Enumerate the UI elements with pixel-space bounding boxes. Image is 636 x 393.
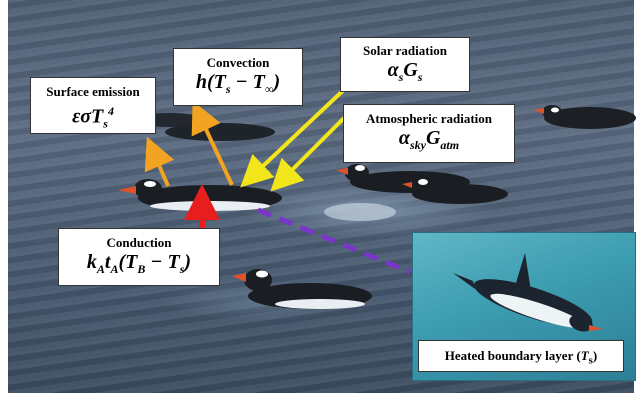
inset-label-text: Heated boundary layer ( (444, 348, 581, 363)
atmospheric-radiation-title: Atmospheric radiation (365, 111, 493, 126)
conduction-box: Conduction kAtA(TB − Ts) (58, 228, 220, 286)
convection-formula-sub2: ∞ (264, 82, 274, 96)
solar-formula-alpha-sub: s (398, 70, 404, 84)
cond-formula-sub2: s (179, 262, 185, 276)
atm-formula-g: G (425, 127, 441, 149)
solar-radiation-title: Solar radiation (363, 43, 447, 58)
water-splash (324, 203, 396, 221)
diving-penguin-illustration (453, 253, 603, 332)
emission-arrow (144, 136, 175, 187)
cond-formula-sub1: B (137, 262, 146, 276)
cond-formula-rest: (T (118, 251, 138, 273)
atmospheric-radiation-box: Atmospheric radiation αskyGatm (343, 104, 515, 163)
surface-emission-formula-sup: 4 (107, 104, 114, 118)
cond-formula-mid: − T (145, 251, 180, 273)
conduction-formula: kAtA(TB − Ts) (59, 251, 219, 280)
convection-box: Convection h(Ts − T∞) (173, 48, 303, 106)
penguin-lower (232, 269, 372, 309)
inset-label-sub: s (588, 354, 593, 367)
convection-formula-mid: − T (230, 71, 265, 93)
atm-formula-g-sub: atm (440, 138, 460, 152)
atm-formula-alpha-sub: sky (409, 138, 426, 152)
solar-formula-g-sub: s (417, 70, 423, 84)
surface-emission-formula: εσTs4 (31, 100, 155, 135)
cond-formula-k: k (86, 251, 97, 273)
atmospheric-radiation-formula: αskyGatm (344, 127, 514, 156)
convection-arrow (191, 100, 234, 186)
cond-formula-end: ) (184, 251, 192, 273)
surface-emission-box: Surface emission εσTs4 (30, 77, 156, 134)
surface-emission-title: Surface emission (46, 84, 140, 99)
solar-radiation-arrow (240, 82, 352, 188)
atmospheric-radiation-arrow (270, 114, 348, 192)
cond-formula-k-sub: A (96, 262, 105, 276)
boundary-path-line (257, 207, 411, 275)
surface-emission-formula-sub: s (103, 116, 108, 131)
conduction-title: Conduction (106, 235, 172, 250)
solar-radiation-box: Solar radiation αsGs (340, 37, 470, 92)
atm-formula-alpha: α (398, 127, 410, 149)
inset-label-var: T (580, 348, 589, 363)
convection-formula: h(Ts − T∞) (174, 71, 302, 100)
inset-label-box: Heated boundary layer (Ts) (418, 340, 624, 372)
penguin-background-right (534, 105, 636, 129)
surface-emission-formula-base: εσT (72, 105, 104, 128)
convection-formula-sub1: s (225, 82, 231, 96)
cond-formula-t-sub: A (110, 262, 119, 276)
convection-formula-a: h(T (195, 71, 226, 93)
penguin-right-2 (402, 178, 508, 204)
convection-formula-end: ) (273, 71, 281, 93)
inset-label-end: ) (592, 348, 598, 363)
solar-formula-alpha: α (387, 59, 399, 81)
solar-radiation-formula: αsGs (341, 59, 469, 88)
solar-formula-g: G (403, 59, 418, 81)
cond-formula-t: t (104, 251, 111, 273)
convection-title: Convection (206, 55, 270, 70)
